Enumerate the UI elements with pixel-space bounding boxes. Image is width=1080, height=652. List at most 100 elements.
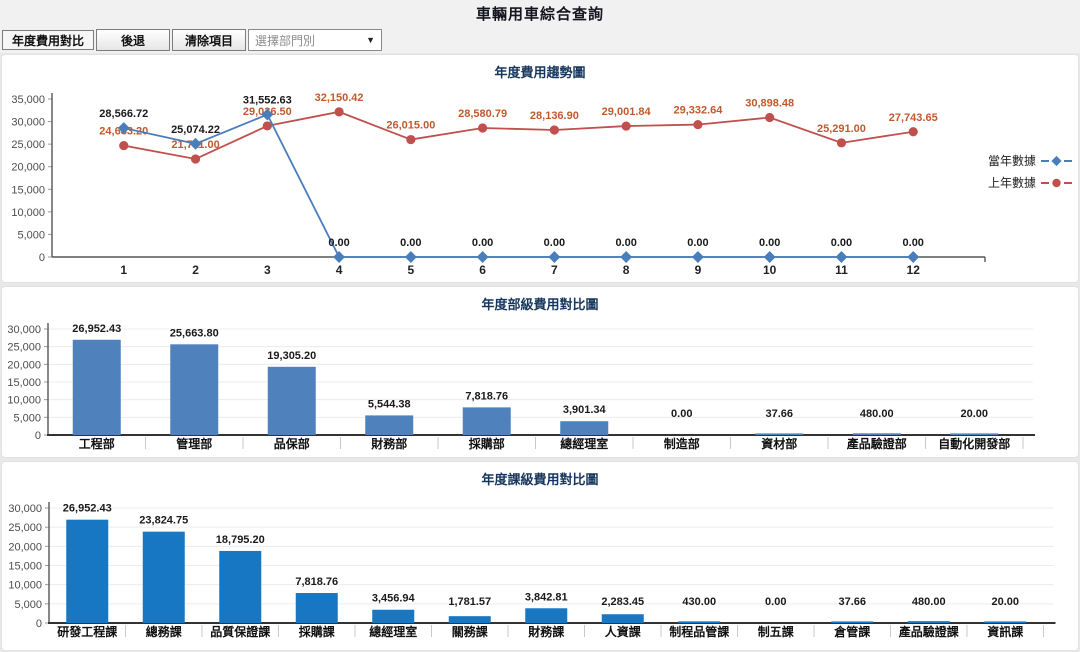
svg-text:7,818.76: 7,818.76 [465,390,508,402]
svg-text:產品驗證部: 產品驗證部 [846,436,907,451]
svg-text:制造部: 制造部 [664,436,700,451]
svg-text:0.00: 0.00 [544,237,565,249]
svg-text:採購部: 採購部 [469,436,505,451]
svg-text:3,842.81: 3,842.81 [525,591,568,603]
svg-text:5,544.38: 5,544.38 [368,398,411,410]
svg-text:制程品管課: 制程品管課 [669,624,730,639]
svg-text:3: 3 [264,263,271,277]
svg-text:18,795.20: 18,795.20 [216,534,265,546]
svg-text:25,291.00: 25,291.00 [817,123,866,135]
department-bar-chart: 0 5,000 10,000 15,000 20,000 25,000 30,000 26,9… [7,323,1035,451]
svg-text:0.00: 0.00 [615,237,636,249]
svg-text:制五課: 制五課 [758,624,795,639]
svg-text:30,000: 30,000 [7,324,41,336]
toolbar: 年度費用對比 後退 清除項目 選擇部門別 ▼ [0,27,1080,53]
page-title: 車輛用車綜合查詢 [475,6,604,23]
bar-總經理室 [560,421,609,435]
svg-text:27,743.65: 27,743.65 [889,112,938,124]
bar-資材部 [755,433,804,435]
svg-text:10,000: 10,000 [11,207,45,219]
svg-text:上年數據: 上年數據 [988,176,1036,190]
bar-研發工程課 [66,519,109,623]
svg-text:資材部: 資材部 [761,436,797,451]
svg-text:0.00: 0.00 [831,237,852,249]
svg-text:0: 0 [35,430,41,442]
svg-text:品質保證課: 品質保證課 [210,624,271,639]
bar-財務課 [525,608,568,623]
svg-text:25,663.80: 25,663.80 [170,327,219,339]
bar-人資課 [601,614,644,623]
bar-管理部 [170,344,219,435]
trend-line-chart: 0 5,000 10,000 15,000 20,000 25,000 30,000 35,0… [11,92,1072,277]
svg-text:15,000: 15,000 [11,184,45,196]
bar-產品驗證部 [852,433,901,435]
mode-label: 年度費用對比 [2,30,95,50]
bar-品保部 [267,366,316,435]
svg-text:總經理室: 總經理室 [560,436,608,451]
svg-text:品保部: 品保部 [274,436,310,451]
svg-text:480.00: 480.00 [860,408,894,420]
svg-text:10,000: 10,000 [7,395,41,407]
svg-text:採購課: 採購課 [299,624,336,639]
bar-採購課 [295,593,338,623]
svg-text:28,566.72: 28,566.72 [99,108,148,120]
svg-text:20,000: 20,000 [7,359,41,371]
svg-text:總務課: 總務課 [146,624,183,639]
svg-text:5,000: 5,000 [13,412,41,424]
svg-text:0.00: 0.00 [400,237,421,249]
svg-text:2: 2 [192,263,199,277]
bar-產品驗證課 [907,621,950,623]
bar-品質保證課 [219,550,262,623]
svg-text:3,456.94: 3,456.94 [372,593,416,605]
svg-text:29,332.64: 29,332.64 [673,105,723,117]
svg-text:管理部: 管理部 [176,436,212,451]
svg-text:28,136.90: 28,136.90 [530,110,579,122]
svg-text:28,580.79: 28,580.79 [458,108,507,120]
svg-text:3,901.34: 3,901.34 [563,404,607,416]
svg-text:25,000: 25,000 [7,342,41,354]
svg-text:7,818.76: 7,818.76 [295,576,338,588]
svg-text:32,150.42: 32,150.42 [315,92,364,104]
page-header: 車輛用車綜合查詢 [0,0,1080,27]
svg-text:7: 7 [551,263,558,277]
svg-text:10: 10 [763,263,777,277]
svg-text:1,781.57: 1,781.57 [448,596,491,608]
clear-items-button[interactable]: 清除項目 [172,29,247,51]
svg-text:9: 9 [695,263,702,277]
bar-採購部 [462,407,511,435]
svg-text:0.00: 0.00 [671,408,692,420]
svg-text:15,000: 15,000 [8,561,42,573]
svg-text:30,000: 30,000 [11,117,45,129]
svg-text:26,015.00: 26,015.00 [386,120,435,132]
svg-text:25,000: 25,000 [8,522,42,534]
svg-text:19,305.20: 19,305.20 [267,350,316,362]
annual-trend-chart-panel: 年度費用趨勢圖 0 5,000 10,000 15,000 20,000 25,000 30… [1,54,1079,283]
department-chart-title: 年度部級費用對比圖 [481,297,599,312]
svg-text:20.00: 20.00 [960,408,988,420]
svg-text:2,283.45: 2,283.45 [601,596,644,608]
svg-text:工程部: 工程部 [79,436,115,451]
section-comparison-chart-panel: 年度課級費用對比圖 0 5,000 10,000 15,000 20,000 25,000… [1,461,1079,651]
bar-總經理室 [372,609,415,623]
back-button[interactable]: 後退 [96,29,171,51]
section-chart-title: 年度課級費用對比圖 [481,472,599,487]
svg-text:資訊課: 資訊課 [987,624,1024,639]
svg-text:研發工程課: 研發工程課 [57,624,118,639]
bar-工程部 [72,339,121,435]
svg-text:37.66: 37.66 [838,596,866,608]
svg-text:0.00: 0.00 [328,237,349,249]
svg-text:人資課: 人資課 [605,624,642,639]
svg-text:15,000: 15,000 [7,377,41,389]
svg-text:26,952.43: 26,952.43 [72,323,121,335]
department-select[interactable]: 選擇部門別 ▼ [248,29,383,51]
svg-text:31,552.63: 31,552.63 [243,95,292,107]
bar-自動化開發部 [950,433,999,435]
svg-text:10,000: 10,000 [8,580,42,592]
svg-text:0: 0 [36,618,42,630]
svg-text:0.00: 0.00 [759,237,780,249]
bar-倉管課 [831,621,874,623]
svg-text:0.00: 0.00 [903,237,924,249]
svg-text:430.00: 430.00 [682,596,716,608]
svg-text:關務課: 關務課 [452,624,489,639]
svg-text:1: 1 [120,263,127,277]
